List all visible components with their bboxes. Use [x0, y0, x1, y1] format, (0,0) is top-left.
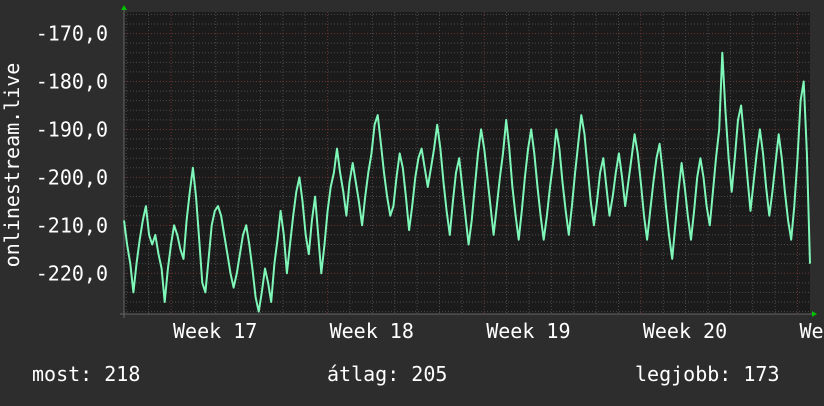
plot-area	[124, 12, 810, 314]
average-value: átlag: 205	[327, 362, 448, 386]
x-tick-label: Week 20	[643, 319, 727, 343]
best-value: legjobb: 173	[635, 362, 780, 386]
y-tick-label: -220,0	[36, 261, 108, 285]
y-tick-label: -170,0	[36, 22, 108, 46]
x-tick-labels: Week 17 Week 18 Week 19 Week 20 Week 1	[173, 319, 824, 343]
y-tick-label: -190,0	[36, 117, 108, 141]
axes	[120, 5, 817, 318]
y-axis-label: onlinestream.live	[0, 63, 24, 268]
x-tick-label: Week 18	[330, 319, 414, 343]
series-line	[123, 51, 811, 313]
x-tick-label: Week 1	[799, 319, 824, 343]
x-axis-arrow	[812, 311, 817, 317]
y-tick-labels: -170,0 -180,0 -190,0 -200,0 -210,0 -220,0	[36, 22, 108, 286]
x-tick-label: Week 17	[173, 319, 257, 343]
y-tick-label: -210,0	[36, 213, 108, 237]
current-value: most: 218	[32, 362, 141, 386]
y-tick-label: -200,0	[36, 165, 108, 189]
y-tick-label: -180,0	[36, 70, 108, 94]
y-axis-arrow	[121, 5, 127, 10]
x-tick-label: Week 19	[486, 319, 570, 343]
